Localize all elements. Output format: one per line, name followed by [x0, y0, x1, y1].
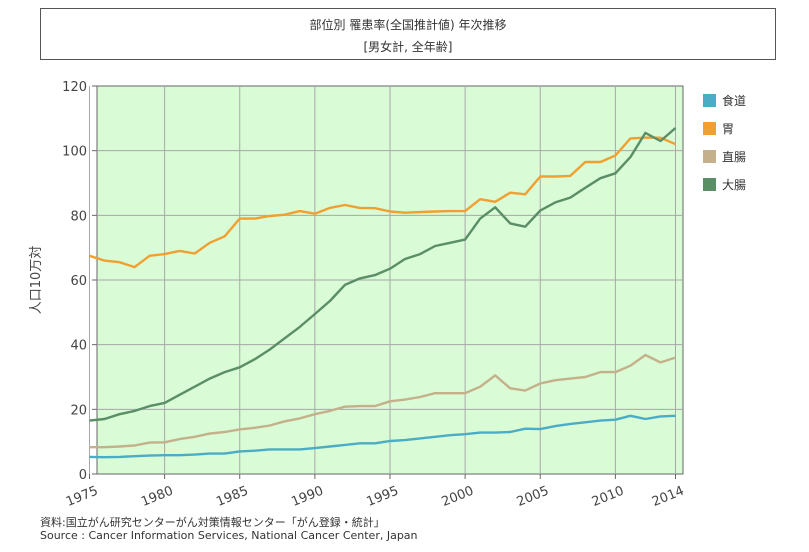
series-line-胃	[89, 136, 676, 269]
y-tick-label: 40	[70, 339, 87, 354]
legend-swatch	[703, 94, 716, 107]
legend-label: 胃	[722, 122, 734, 136]
legend-swatch	[703, 150, 716, 163]
x-tick-label: 1980	[139, 484, 175, 510]
y-tick-label: 120	[62, 80, 87, 95]
x-tick-label: 1990	[289, 484, 325, 510]
chart-title: 部位別 罹患率(全国推計値) 年次推移	[309, 18, 507, 32]
legend-label: 食道	[722, 93, 746, 108]
legend-swatch	[703, 178, 716, 191]
x-tick-label: 2014	[650, 484, 686, 510]
x-tick-label: 2005	[515, 484, 551, 510]
source-english: Source : Cancer Information Services, Na…	[40, 529, 418, 542]
legend-swatch	[703, 122, 716, 135]
series-line-食道	[89, 414, 676, 459]
x-tick-label: 2000	[440, 484, 476, 510]
legend-label: 大腸	[722, 178, 746, 192]
y-axis-label: 人口10万対	[29, 246, 44, 315]
y-tick-label: 0	[79, 468, 87, 483]
chart-title-box: 部位別 罹患率(全国推計値) 年次推移 [男女計, 全年齢]	[40, 8, 776, 60]
x-tick-label: 1995	[365, 484, 401, 510]
x-tick-label: 1985	[214, 484, 250, 510]
source-japanese: 資料:国立がん研究センターがん対策情報センター「がん登録・統計」	[40, 516, 385, 529]
y-tick-label: 20	[70, 403, 87, 418]
y-tick-label: 60	[70, 274, 87, 289]
series-line-大腸	[89, 127, 677, 422]
x-tick-label: 1975	[64, 484, 100, 510]
y-tick-label: 100	[62, 145, 87, 160]
y-tick-label: 80	[70, 209, 87, 224]
chart-subtitle: [男女計, 全年齢]	[363, 40, 453, 54]
legend-label: 直腸	[722, 150, 746, 164]
series-line-直腸	[89, 353, 676, 449]
x-tick-label: 2010	[590, 484, 626, 510]
